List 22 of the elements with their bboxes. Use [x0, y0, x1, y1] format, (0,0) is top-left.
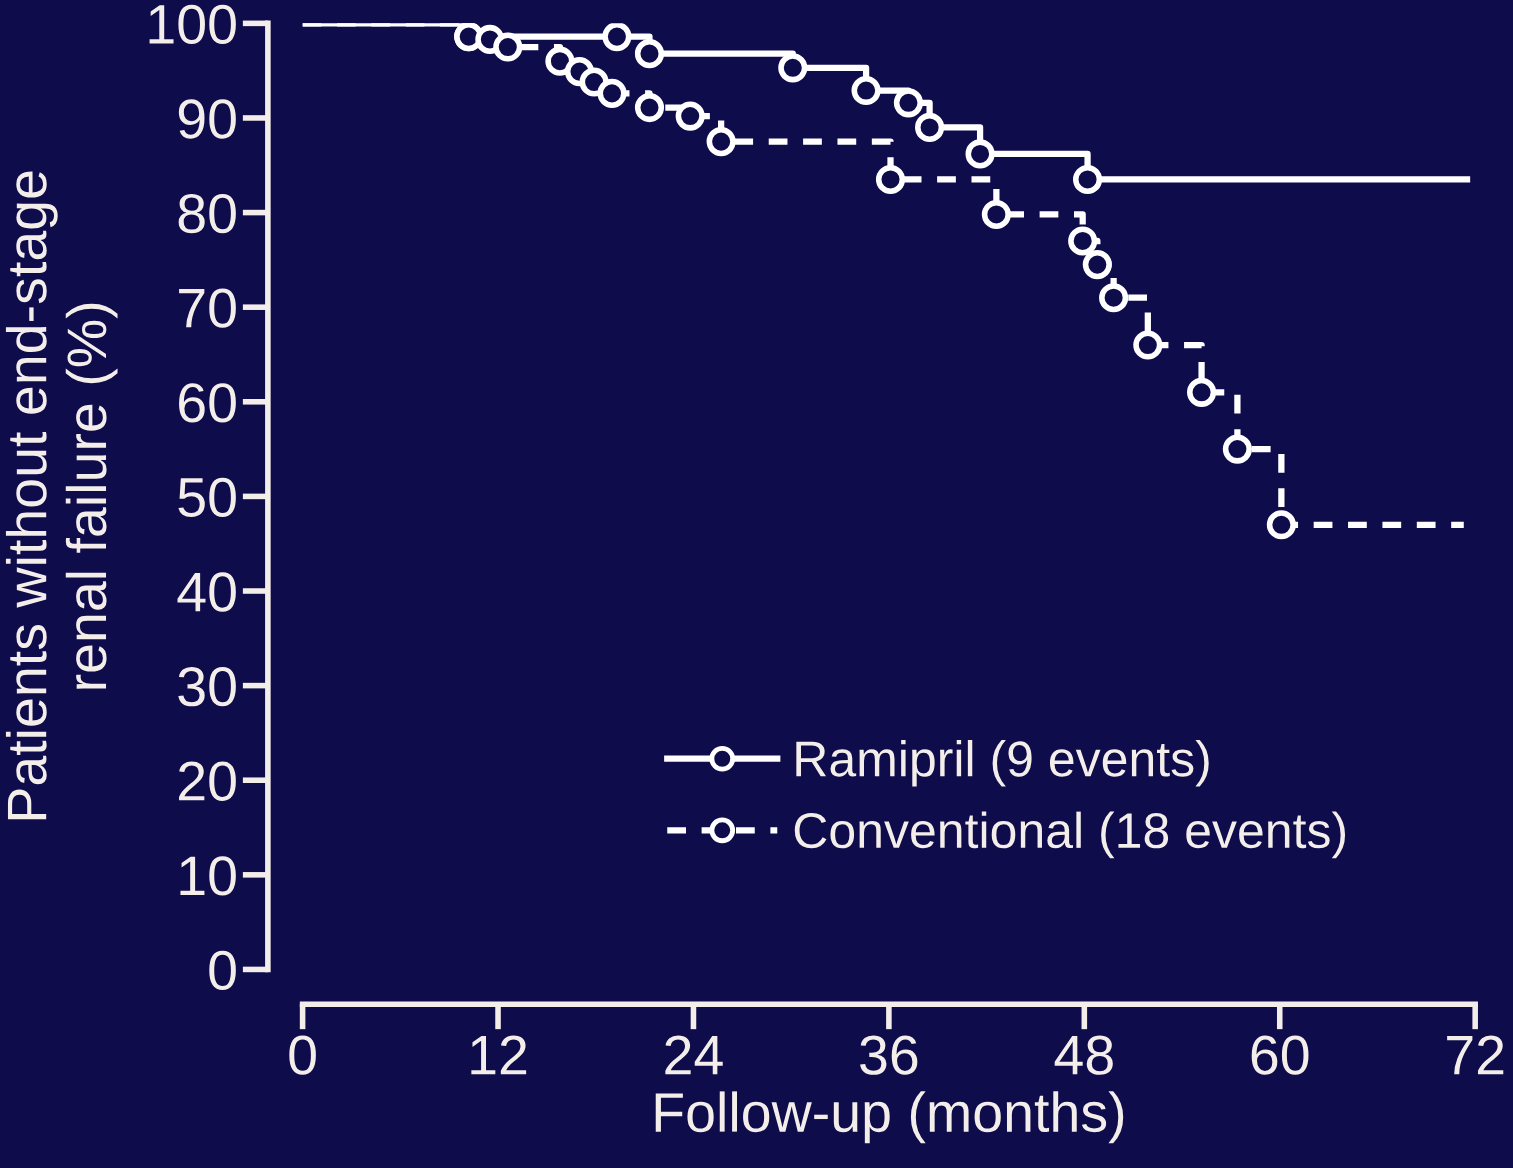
x-tick-label: 72 — [1447, 1035, 1504, 1075]
x-axis-title: Follow-up (months) — [655, 1091, 1124, 1144]
x-tick-label: 48 — [1054, 1035, 1113, 1075]
y-tick-label: 80 — [178, 193, 236, 234]
x-tick-label: 24 — [665, 1035, 723, 1075]
x-tick-label: 36 — [860, 1035, 918, 1075]
y-tick-label: 100 — [149, 4, 236, 45]
legend-label: Conventional (18 events) — [794, 811, 1346, 859]
y-tick-label: 70 — [179, 288, 236, 328]
y-tick-label: 40 — [177, 572, 236, 612]
y-axis-title: Patients without end-stage renal failure (%) — [5, 171, 118, 820]
y-tick-label: 0 — [209, 950, 236, 991]
y-tick-label: 60 — [179, 383, 236, 423]
y-tick-label: 50 — [178, 477, 236, 518]
x-tick-label: 60 — [1251, 1035, 1309, 1075]
legend-label: Ramipril (9 events) — [796, 740, 1209, 787]
y-tick-label: 90 — [178, 99, 236, 139]
y-tick-label: 30 — [178, 666, 236, 707]
x-tick-label: 12 — [471, 1035, 527, 1075]
x-tick-label: 0 — [289, 1035, 316, 1075]
y-tick-label: 20 — [179, 761, 236, 801]
y-tick-label: 10 — [180, 856, 236, 896]
